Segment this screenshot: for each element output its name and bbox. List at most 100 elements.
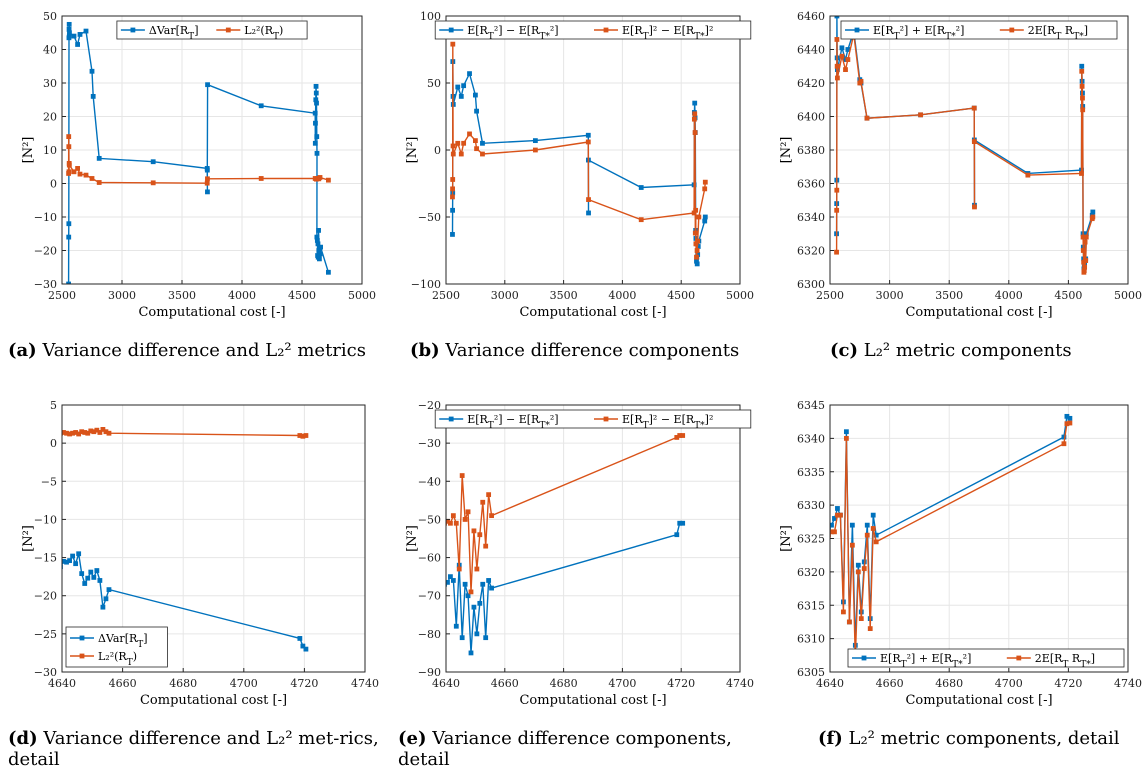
y-tick-label: 6325 <box>797 533 825 546</box>
x-tick-label: 5000 <box>1114 289 1142 302</box>
y-tick-label: 0 <box>50 437 57 450</box>
x-tick-label: 3000 <box>491 289 519 302</box>
y-tick-label: −10 <box>34 513 57 526</box>
y-tick-label: 6460 <box>797 10 825 23</box>
y-tick-label: 6440 <box>797 44 825 57</box>
data-point <box>972 204 977 210</box>
y-tick-label: 6315 <box>797 599 825 612</box>
legend-swatch-marker <box>854 27 860 33</box>
data-point <box>834 207 840 213</box>
data-point <box>486 492 492 498</box>
y-tick-label: −50 <box>418 513 441 526</box>
series-c-1 <box>834 32 1096 275</box>
data-point <box>450 232 455 237</box>
data-point <box>83 28 89 34</box>
data-point <box>843 435 849 441</box>
data-point <box>312 140 318 146</box>
legend-swatch-marker <box>130 27 136 33</box>
y-tick-label: 50 <box>43 10 57 23</box>
data-point <box>483 543 489 549</box>
x-tick-label: 5000 <box>726 289 754 302</box>
series-d-0 <box>62 551 309 652</box>
data-point <box>314 150 320 156</box>
data-point <box>845 57 851 62</box>
data-point <box>585 132 591 138</box>
data-point <box>870 512 876 518</box>
axes-box <box>445 404 741 673</box>
data-point <box>300 643 306 649</box>
data-point <box>1061 434 1067 440</box>
data-point <box>834 75 840 81</box>
data-point <box>62 430 66 435</box>
data-point <box>106 430 112 436</box>
legend-label: E[RT]² − E[RT*]² <box>622 413 713 431</box>
data-point <box>586 210 591 216</box>
x-tick-label: 5000 <box>348 289 376 302</box>
data-point <box>67 431 72 437</box>
data-point <box>480 499 486 505</box>
legend-swatch-marker <box>1016 655 1022 661</box>
data-point <box>835 506 840 511</box>
y-tick-label: 6330 <box>797 499 825 512</box>
x-tick-label: 4660 <box>876 677 904 690</box>
data-point <box>450 177 456 182</box>
data-point <box>1083 234 1089 240</box>
data-point <box>692 230 698 236</box>
caption-e-text: Variance difference components, detail <box>398 728 732 770</box>
data-point <box>71 33 77 39</box>
legend-label: ΔVar[RT] <box>98 632 148 650</box>
x-tick-label: 4640 <box>48 677 76 690</box>
data-point <box>446 579 450 585</box>
legend-swatch-marker <box>448 416 454 422</box>
x-axis-label: Computational cost [-] <box>519 693 666 708</box>
data-point <box>66 234 72 240</box>
y-tick-label: 6340 <box>797 432 825 445</box>
data-point <box>692 100 698 106</box>
y-tick-label: −80 <box>418 628 441 641</box>
data-point <box>326 177 331 183</box>
data-point <box>858 616 864 621</box>
x-tick-label: 2500 <box>816 289 844 302</box>
data-point <box>313 90 319 96</box>
x-axis-label: Computational cost [-] <box>519 305 666 320</box>
y-axis-label: [N²] <box>21 137 36 164</box>
data-point <box>477 600 483 606</box>
data-point <box>297 636 303 641</box>
legend-box <box>847 648 1125 668</box>
legend-swatch-marker <box>225 27 231 33</box>
caption-d-label: (d) <box>8 728 38 749</box>
data-point <box>864 115 870 121</box>
data-point <box>314 238 320 243</box>
data-point <box>103 596 109 602</box>
x-tick-label: 4000 <box>608 289 636 302</box>
data-point <box>489 585 494 591</box>
legend-swatch-marker <box>1009 27 1015 33</box>
data-point <box>303 646 309 652</box>
data-point <box>459 473 465 478</box>
legend-swatch-marker <box>79 635 85 641</box>
y-tick-label: 100 <box>420 10 441 23</box>
data-point <box>834 187 840 193</box>
data-point <box>66 21 72 27</box>
data-point <box>100 427 106 432</box>
data-point <box>702 218 708 224</box>
y-tick-label: −100 <box>411 278 441 291</box>
x-tick-label: 4500 <box>1054 289 1082 302</box>
y-tick-label: 6340 <box>797 211 825 224</box>
data-point <box>692 111 698 117</box>
caption-b-text: Variance difference components <box>445 340 740 361</box>
data-point <box>97 578 103 583</box>
data-point <box>106 587 112 593</box>
data-point <box>459 635 465 641</box>
data-point <box>867 626 873 632</box>
caption-f-label: (f) <box>818 728 843 749</box>
data-point <box>1080 95 1085 101</box>
x-tick-label: 4720 <box>290 677 318 690</box>
data-point <box>450 151 456 157</box>
data-point <box>75 166 80 171</box>
data-point <box>88 569 94 575</box>
data-point <box>77 32 83 37</box>
data-point <box>1082 239 1088 245</box>
data-point <box>91 575 97 580</box>
